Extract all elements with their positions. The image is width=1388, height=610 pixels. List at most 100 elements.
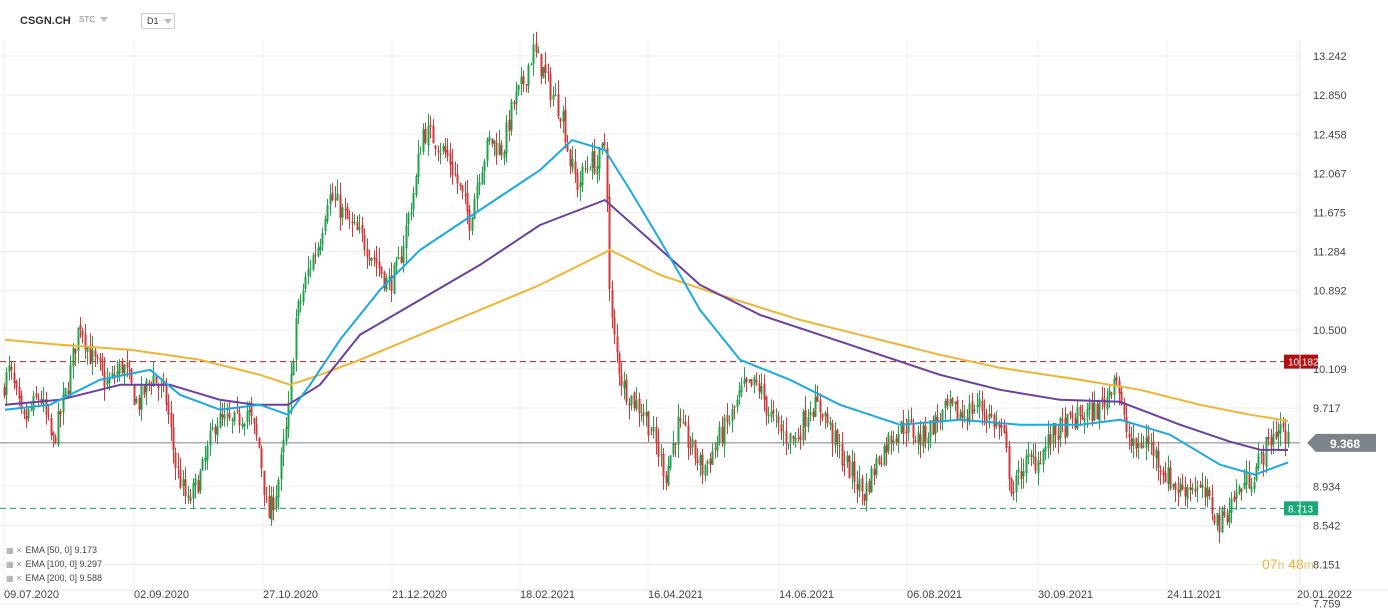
visibility-icon[interactable]: ▦ ✕ <box>6 574 23 583</box>
x-tick-label: 20.01.2022 <box>1297 589 1352 601</box>
candle-body <box>412 192 415 210</box>
candle-body <box>691 438 694 448</box>
legend-ema-100[interactable]: ▦ ✕ EMA [100, 0] 9.297 <box>6 559 102 569</box>
candle-body <box>584 168 587 170</box>
x-tick-label: 18.02.2021 <box>520 589 575 601</box>
candle-body <box>162 382 165 385</box>
candle-body <box>1240 489 1243 492</box>
candle-body <box>763 383 766 400</box>
candle-body <box>679 418 682 421</box>
candle-body <box>1248 472 1251 488</box>
candle-body <box>618 353 621 374</box>
candle-body <box>838 445 841 447</box>
candle-body <box>1034 456 1037 471</box>
candle-body <box>5 372 8 396</box>
candle-body <box>223 415 226 420</box>
candle-body <box>990 414 993 416</box>
candle-body <box>1059 418 1062 439</box>
candle-body <box>1128 433 1131 438</box>
candle-body <box>336 193 339 201</box>
candle-body <box>50 417 53 435</box>
x-tick-label: 30.09.2021 <box>1038 589 1093 601</box>
symbol-label[interactable]: CSGN.CH <box>20 15 71 27</box>
candle-body <box>709 458 712 465</box>
timer-minutes: 48 <box>1288 556 1304 572</box>
candle-body <box>714 448 717 450</box>
candle-body <box>630 395 633 405</box>
ema-lines <box>4 139 1289 476</box>
candle-body <box>72 348 75 367</box>
candle-body <box>611 290 614 318</box>
candle-body <box>206 445 209 460</box>
candle-body <box>635 400 638 410</box>
candle-body <box>1115 376 1118 381</box>
candle-body <box>446 150 449 156</box>
candle-body <box>1096 403 1099 420</box>
visibility-icon[interactable]: ▦ ✕ <box>6 546 23 555</box>
candle-body <box>299 301 302 303</box>
candle-body <box>669 455 672 469</box>
candle-body <box>591 151 594 168</box>
timeframe-dropdown[interactable]: D1 <box>141 13 175 29</box>
candle-body <box>819 400 822 413</box>
y-tick-label: 10.892 <box>1313 286 1347 298</box>
instrument-type-label: STC <box>79 15 95 24</box>
visibility-icon[interactable]: ▦ ✕ <box>6 560 23 569</box>
candle-body <box>542 67 545 79</box>
candle-body <box>118 363 121 374</box>
instrument-type-dropdown[interactable]: STC <box>79 15 108 24</box>
candle-body <box>682 421 685 423</box>
candle-body <box>1076 407 1079 429</box>
candle-body <box>863 494 866 501</box>
candle-body <box>571 158 574 170</box>
candle-body <box>1233 496 1236 502</box>
candle-body <box>126 362 129 368</box>
candle-body <box>733 406 736 408</box>
candle-body <box>1130 438 1133 446</box>
candle-body <box>238 412 241 426</box>
candle-body <box>1108 390 1111 397</box>
candle-body <box>812 411 815 418</box>
candle-body <box>1201 484 1204 489</box>
candle-body <box>1057 435 1060 440</box>
candle-body <box>564 109 567 143</box>
legend-ema-200[interactable]: ▦ ✕ EMA [200, 0] 9.588 <box>6 573 102 583</box>
candle-body <box>74 348 77 354</box>
legend-label: EMA [100, 0] 9.297 <box>25 559 103 569</box>
candle-body <box>427 126 430 146</box>
ema100-line <box>4 199 1289 451</box>
candle-body <box>789 433 792 442</box>
candle-body <box>1181 484 1184 490</box>
candle-body <box>552 95 555 100</box>
candle-body <box>378 261 381 268</box>
legend-ema-50[interactable]: ▦ ✕ EMA [50, 0] 9.173 <box>6 545 97 555</box>
candle-body <box>461 185 464 192</box>
candle-body <box>373 257 376 260</box>
candle-body <box>3 387 6 396</box>
candle-body <box>978 398 981 407</box>
candle-body <box>1137 443 1140 448</box>
candle-body <box>865 482 868 502</box>
candle-body <box>476 186 479 200</box>
candle-body <box>816 395 819 402</box>
candle-body <box>128 370 131 372</box>
candle-body <box>417 154 420 177</box>
candle-body <box>576 173 579 191</box>
candle-body <box>1157 450 1160 468</box>
candle-body <box>255 424 258 436</box>
candle-body <box>130 368 133 384</box>
candle-body <box>873 469 876 476</box>
candle-body <box>603 142 606 146</box>
candle-body <box>1069 411 1072 415</box>
candle-body <box>491 138 494 145</box>
candle-body <box>772 410 775 414</box>
chevron-down-icon <box>100 17 108 23</box>
candle-body <box>941 409 944 421</box>
candle-body <box>174 452 177 468</box>
candle-body <box>285 426 288 441</box>
candle-body <box>79 324 82 329</box>
candle-body <box>250 407 253 417</box>
candle-body <box>456 174 459 184</box>
candle-body <box>400 256 403 263</box>
